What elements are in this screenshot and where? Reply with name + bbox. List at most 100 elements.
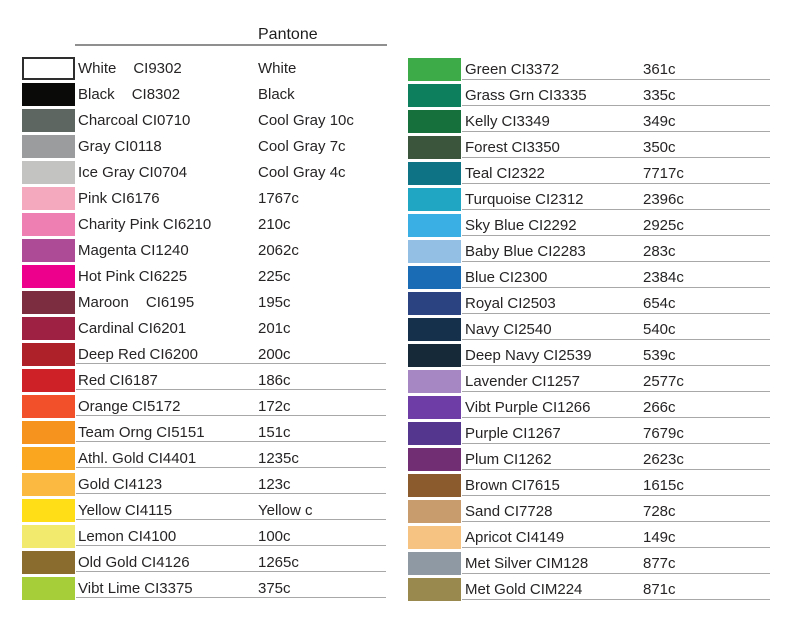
color-row: Purple CI1267 7679c <box>0 422 800 448</box>
color-name-label: Kelly <box>465 113 498 130</box>
color-swatch <box>408 318 461 341</box>
ci-code-label: CI3372 <box>510 61 560 78</box>
color-row: Gray CI0118 Cool Gray 7c <box>0 135 800 161</box>
pantone-header-rule <box>75 44 387 46</box>
ci-code-label: CI7615 <box>511 477 560 494</box>
color-row: Charcoal CI0710 Cool Gray 10c <box>0 109 800 135</box>
pantone-code-label: 7679c <box>643 425 684 442</box>
row-rule <box>462 599 770 600</box>
color-swatch <box>408 240 461 263</box>
color-name-label: Yellow <box>78 502 121 519</box>
color-label: Kelly CI3349 <box>465 110 550 133</box>
color-row: Apricot CI4149 149c <box>0 526 800 552</box>
color-name-label: Lavender <box>465 373 528 390</box>
color-swatch <box>408 448 461 471</box>
color-name-label: Hot Pink <box>78 268 135 285</box>
pantone-code-label: 200c <box>258 346 291 363</box>
color-row: Hot Pink CI6225 225c <box>0 265 800 291</box>
row-rule <box>462 131 770 132</box>
pantone-code-label: 201c <box>258 320 291 337</box>
row-rule <box>76 597 386 598</box>
color-row: Pink CI6176 1767c <box>0 187 800 213</box>
color-name-label: Green <box>465 61 507 78</box>
color-name-label: Vibt Purple <box>465 399 539 416</box>
color-row: Gold CI4123 123c <box>0 473 800 499</box>
color-swatch <box>22 239 75 262</box>
color-label: Brown CI7615 <box>465 474 560 497</box>
color-row: Met Silver CIM128 877c <box>0 552 800 578</box>
color-swatch <box>22 135 75 158</box>
color-name-label: Charcoal <box>78 112 139 129</box>
color-name-label: Lemon <box>78 528 124 545</box>
color-name-label: Turquoise <box>465 191 532 208</box>
color-row: Plum CI1262 2623c <box>0 448 800 474</box>
ci-code-label: CI6210 <box>162 216 212 233</box>
color-name-label: Teal <box>465 165 493 182</box>
color-swatch <box>22 447 75 470</box>
color-name-label: Old Gold <box>78 554 138 571</box>
ci-code-label: CI4149 <box>515 529 565 546</box>
color-row: Ice Gray CI0704 Cool Gray 4c <box>0 161 800 187</box>
pantone-code-label: 2925c <box>643 217 684 234</box>
color-row: Athl. Gold CI4401 1235c <box>0 447 800 473</box>
right-color-column: Green CI3372 361c Grass Grn CI3335 335c Kelly C… <box>0 58 800 604</box>
pantone-code-label: 266c <box>643 399 676 416</box>
color-name-label: Sand <box>465 503 501 520</box>
color-row: Brown CI7615 1615c <box>0 474 800 500</box>
pantone-code-label: 728c <box>643 503 676 520</box>
color-name-label: Maroon <box>78 294 129 311</box>
ci-code-label: CI3349 <box>501 113 550 130</box>
color-name-label: Met Silver <box>465 555 532 572</box>
color-label: Vibt Lime CI3375 <box>78 577 193 600</box>
pantone-code-label: 210c <box>258 216 291 233</box>
pantone-code-label: 375c <box>258 580 291 597</box>
color-swatch <box>408 370 461 393</box>
pantone-code-label: 2577c <box>643 373 684 390</box>
color-row: Royal CI2503 654c <box>0 292 800 318</box>
color-swatch <box>408 474 461 497</box>
row-rule <box>76 571 386 572</box>
color-name-label: Grass Grn <box>465 87 535 104</box>
row-rule <box>462 235 770 236</box>
color-row: White CI9302 White <box>0 57 800 83</box>
color-label: Apricot CI4149 <box>465 526 564 549</box>
color-label: Old Gold CI4126 <box>78 551 190 574</box>
ci-code-label: CI9302 <box>133 60 182 77</box>
pantone-code-label: 350c <box>643 139 676 156</box>
row-rule <box>462 157 770 158</box>
pantone-code-label: 195c <box>258 294 291 311</box>
color-swatch <box>22 265 75 288</box>
color-row: Baby Blue CI2283 283c <box>0 240 800 266</box>
color-row: Magenta CI1240 2062c <box>0 239 800 265</box>
pantone-code-label: 2396c <box>643 191 684 208</box>
row-rule <box>462 79 770 80</box>
pantone-code-label: 1235c <box>258 450 299 467</box>
color-name-label: Cardinal <box>78 320 134 337</box>
row-rule <box>462 391 770 392</box>
color-row: Black CI8302 Black <box>0 83 800 109</box>
color-name-label: Met Gold <box>465 581 526 598</box>
color-swatch <box>408 136 461 159</box>
row-rule <box>462 495 770 496</box>
color-name-label: Team Orng <box>78 424 153 441</box>
color-row: Teal CI2322 7717c <box>0 162 800 188</box>
color-name-label: Apricot <box>465 529 512 546</box>
color-swatch <box>22 83 75 106</box>
row-rule <box>462 547 770 548</box>
ci-code-label: CI2312 <box>535 191 584 208</box>
row-rule <box>462 183 770 184</box>
color-row: Maroon CI6195 195c <box>0 291 800 317</box>
row-rule <box>462 417 770 418</box>
ci-code-label: CIM224 <box>529 581 583 598</box>
color-swatch <box>22 473 75 496</box>
color-label: Athl. Gold CI4401 <box>78 447 196 470</box>
color-label: Charity Pink CI6210 <box>78 213 211 236</box>
color-swatch <box>408 162 461 185</box>
ci-code-label: CI4115 <box>124 502 173 519</box>
color-label: Deep Navy CI2539 <box>465 344 592 367</box>
ci-code-label: CI1262 <box>503 451 552 468</box>
ci-code-label: CI1266 <box>542 399 591 416</box>
color-row: Kelly CI3349 349c <box>0 110 800 136</box>
row-rule <box>76 363 386 364</box>
row-rule <box>462 105 770 106</box>
